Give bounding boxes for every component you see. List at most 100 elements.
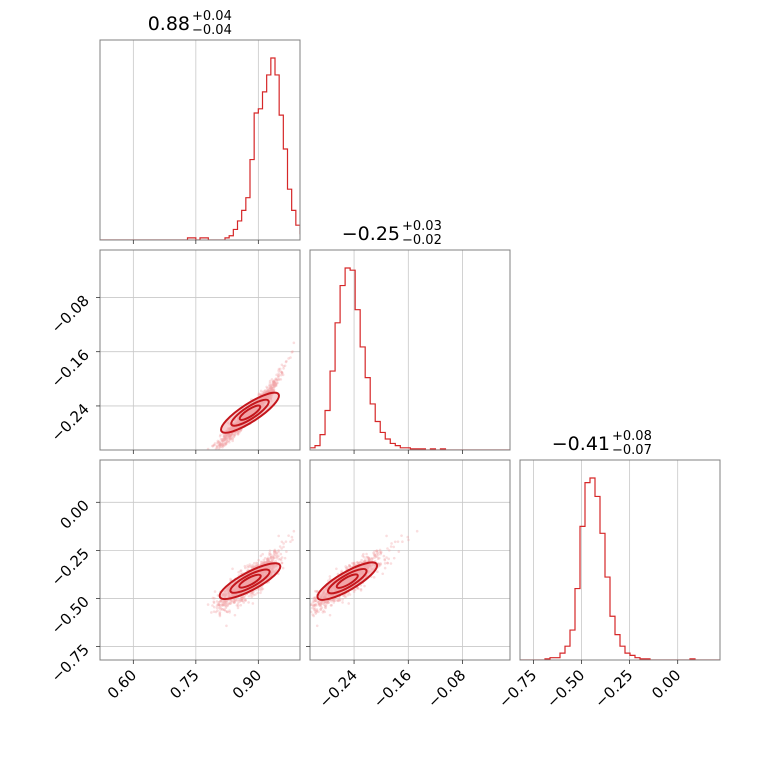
scatter-point — [239, 429, 243, 432]
scatter-point — [236, 604, 240, 608]
scatter-point — [243, 598, 247, 601]
scatter-point — [217, 601, 221, 604]
scatter-point — [292, 529, 296, 533]
scatter-point — [375, 552, 378, 556]
scatter-point — [240, 598, 243, 601]
x-tick-label: −0.25 — [591, 666, 636, 711]
scatter-point — [263, 389, 267, 392]
scatter-point — [221, 445, 224, 449]
scatter-point — [229, 577, 232, 581]
scatter-point — [270, 389, 273, 392]
scatter-point — [352, 561, 356, 565]
scatter-point — [317, 602, 321, 606]
scatter-point — [270, 387, 273, 391]
scatter-point — [237, 570, 240, 574]
scatter-point — [223, 444, 226, 447]
scatter-point — [377, 564, 381, 568]
scatter-point — [268, 379, 272, 383]
scatter-point — [392, 545, 396, 549]
scatter-point — [218, 434, 222, 438]
scatter-point — [248, 565, 251, 568]
scatter-point — [311, 601, 315, 604]
panel-frame — [519, 459, 721, 661]
scatter-point — [269, 383, 273, 387]
scatter-point — [238, 600, 241, 604]
scatter-point — [282, 545, 285, 549]
scatter-point — [330, 599, 333, 603]
scatter-point — [223, 604, 227, 608]
scatter-point — [222, 601, 226, 605]
scatter-point — [218, 443, 221, 446]
scatter-point — [277, 367, 281, 371]
scatter-point — [223, 434, 227, 437]
scatter-point — [396, 540, 400, 543]
scatter-point — [220, 445, 223, 448]
scatter-point — [272, 551, 276, 555]
scatter-point — [206, 447, 210, 450]
scatter-point — [318, 602, 321, 606]
scatter-point — [271, 389, 275, 393]
scatter-point — [280, 556, 284, 559]
scatter-point — [256, 564, 260, 567]
scatter-point — [322, 601, 326, 605]
scatter-point — [280, 372, 284, 375]
scatter-point — [263, 561, 267, 565]
scatter-point — [277, 378, 280, 382]
scatter-point — [315, 608, 319, 611]
panel-title-lower: −0.02 — [402, 233, 442, 248]
scatter-point — [313, 604, 317, 607]
scatter-point — [277, 554, 280, 558]
scatter-point — [216, 602, 220, 606]
scatter-point — [271, 389, 275, 392]
scatter-point — [271, 557, 275, 561]
scatter-point — [250, 566, 254, 569]
scatter-point — [228, 434, 232, 437]
scatter-point — [348, 564, 352, 568]
scatter-point — [282, 367, 285, 370]
panel-frame — [309, 459, 511, 661]
scatter-point — [219, 599, 223, 602]
histogram-step-line — [520, 477, 720, 660]
scatter-point — [342, 594, 345, 597]
scatter-point — [217, 603, 221, 607]
scatter-point — [228, 609, 231, 612]
scatter-point — [359, 561, 362, 564]
scatter-point — [224, 443, 228, 446]
scatter-point — [381, 572, 385, 576]
scatter-point — [225, 601, 228, 604]
scatter-point — [271, 555, 275, 558]
scatter-point — [372, 576, 376, 579]
scatter-point — [230, 599, 234, 602]
scatter-point — [379, 563, 383, 566]
scatter-point — [389, 562, 393, 565]
scatter-point — [323, 610, 327, 614]
scatter-point — [237, 429, 241, 433]
scatter-point — [215, 604, 219, 608]
scatter-point — [238, 599, 242, 602]
scatter-point — [348, 593, 352, 596]
scatter-point — [246, 565, 250, 569]
scatter-point — [379, 562, 382, 565]
scatter-point — [390, 542, 393, 545]
scatter-point — [211, 444, 215, 448]
scatter-point — [267, 560, 271, 564]
scatter-point — [371, 557, 375, 560]
scatter-point — [367, 557, 371, 561]
scatter-point — [277, 374, 281, 377]
scatter-point — [269, 385, 273, 389]
scatter-point — [365, 555, 368, 559]
scatter-point — [263, 556, 267, 560]
scatter-point — [265, 390, 268, 394]
scatter-point — [376, 553, 380, 556]
scatter-point — [283, 556, 287, 560]
scatter-point — [260, 560, 264, 564]
scatter-point — [272, 385, 276, 389]
scatter-point — [285, 550, 288, 553]
scatter-point — [266, 561, 269, 564]
scatter-point — [258, 588, 261, 591]
scatter-point — [270, 560, 273, 563]
scatter-panel-p2-p3 — [309, 459, 511, 661]
scatter-point — [228, 434, 232, 437]
scatter-point — [376, 570, 379, 574]
scatter-point — [271, 385, 274, 388]
